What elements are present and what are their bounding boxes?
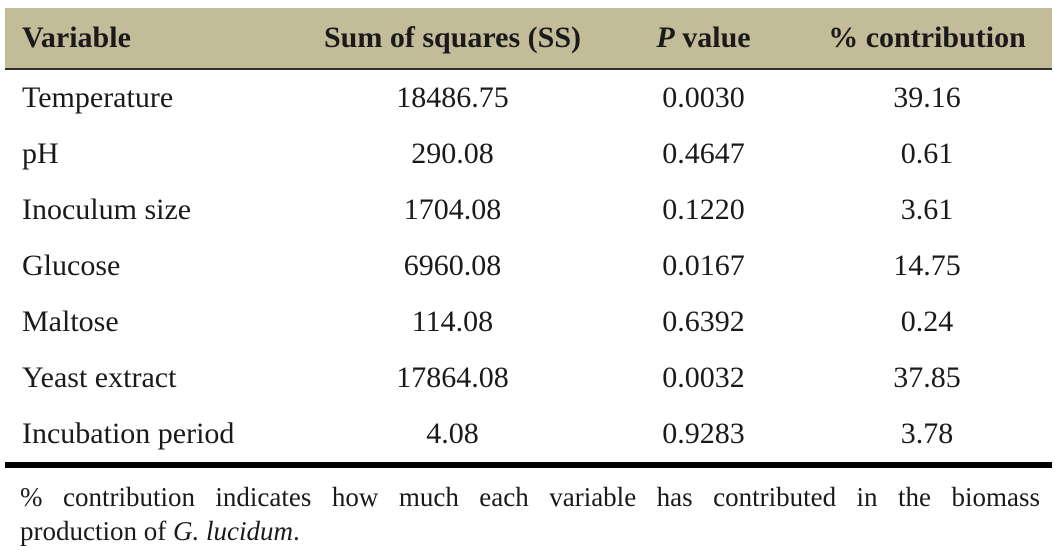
table-row: pH 290.08 0.4647 0.61 [5, 126, 1052, 182]
cell-variable: Temperature [22, 81, 174, 114]
footnote-line1: % contribution indicates how much each v… [20, 482, 1040, 512]
cell-p: 0.1220 [662, 193, 745, 226]
footnote-line2-prefix: production of [20, 516, 173, 547]
cell-ss: 114.08 [411, 305, 494, 338]
cell-p: 0.0032 [662, 361, 745, 394]
cell-variable: pH [22, 137, 59, 170]
cell-contribution: 14.75 [893, 249, 961, 282]
cell-contribution: 37.85 [893, 361, 961, 394]
cell-p: 0.4647 [662, 137, 745, 170]
cell-contribution: 39.16 [893, 81, 961, 114]
anova-contribution-table: Variable Sum of squares (SS) P value % c… [5, 8, 1052, 468]
table-row: Maltose 114.08 0.6392 0.24 [5, 294, 1052, 350]
cell-ss: 1704.08 [403, 193, 502, 226]
header-sum-of-squares: Sum of squares (SS) [300, 8, 605, 70]
cell-p: 0.0167 [662, 249, 745, 282]
cell-contribution: 3.78 [900, 417, 954, 450]
cell-p: 0.9283 [662, 417, 745, 450]
footnote-line2-suffix: . [292, 516, 300, 547]
cell-contribution: 0.24 [900, 305, 954, 338]
header-p-italic: P [656, 21, 675, 54]
header-p-rest: value [674, 21, 751, 54]
cell-ss: 6960.08 [403, 249, 502, 282]
cell-variable: Yeast extract [22, 361, 177, 394]
footnote-species-name: G. lucidum [172, 516, 293, 547]
anova-table-page: Variable Sum of squares (SS) P value % c… [0, 8, 1059, 554]
table-row: Temperature 18486.75 0.0030 39.16 [5, 69, 1052, 126]
cell-ss: 290.08 [411, 137, 494, 170]
table-row: Inoculum size 1704.08 0.1220 3.61 [5, 182, 1052, 238]
header-p-value: P value [605, 8, 802, 70]
table-row: Yeast extract 17864.08 0.0032 37.85 [5, 350, 1052, 406]
header-variable: Variable [5, 8, 300, 70]
cell-contribution: 3.61 [900, 193, 954, 226]
cell-contribution: 0.61 [900, 137, 954, 170]
cell-ss: 17864.08 [396, 361, 509, 394]
table-header-row: Variable Sum of squares (SS) P value % c… [5, 8, 1052, 70]
cell-ss: 4.08 [426, 417, 479, 450]
cell-variable: Incubation period [22, 417, 235, 450]
cell-ss: 18486.75 [396, 81, 509, 114]
cell-variable: Glucose [22, 249, 121, 282]
cell-variable: Maltose [22, 305, 119, 338]
cell-p: 0.6392 [662, 305, 745, 338]
cell-p: 0.0030 [662, 81, 745, 114]
footnote-line2: production of G. lucidum. [20, 514, 1040, 548]
cell-variable: Inoculum size [22, 193, 192, 226]
table-row: Glucose 6960.08 0.0167 14.75 [5, 238, 1052, 294]
table-row: Incubation period 4.08 0.9283 3.78 [5, 406, 1052, 465]
header-contribution: % contribution [802, 8, 1052, 70]
table-footnote: % contribution indicates how much each v… [20, 480, 1040, 549]
